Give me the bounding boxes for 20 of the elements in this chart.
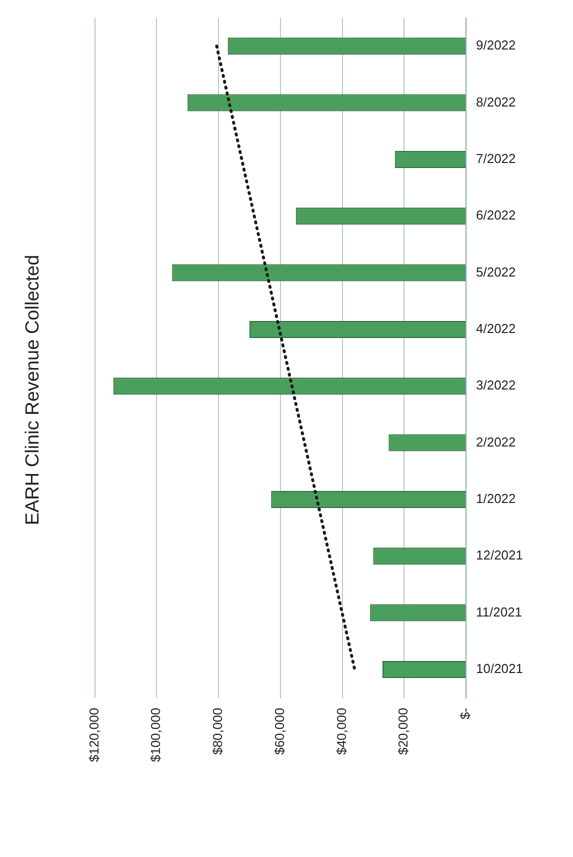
y-tick-label: 10/2021 <box>476 661 524 676</box>
x-tick-label: $120,000 <box>86 708 102 762</box>
y-tick-label: 4/2022 <box>476 321 516 336</box>
x-tick-label: $100,000 <box>148 708 164 762</box>
y-tick-label: 6/2022 <box>476 208 516 223</box>
x-tick-label: $40,000 <box>334 708 349 755</box>
x-tick-label: $20,000 <box>396 708 411 755</box>
x-tick-label: $- <box>458 708 473 720</box>
y-tick-label: 12/2021 <box>476 548 524 563</box>
y-tick-label: 3/2022 <box>476 378 516 393</box>
y-tick-label: 9/2022 <box>476 38 516 53</box>
x-tick-label: $80,000 <box>210 708 226 755</box>
y-tick-label: 11/2021 <box>476 604 522 620</box>
text: EARH Clinic Revenue Collected <box>22 254 44 526</box>
y-tick-label: 8/2022 <box>476 94 516 110</box>
y-tick-label: 5/2022 <box>476 264 516 280</box>
y-tick-label: 2/2022 <box>476 434 516 450</box>
y-tick-label: 7/2022 <box>476 151 516 166</box>
y-tick-label: 1/2022 <box>476 491 516 506</box>
x-tick-label: $60,000 <box>272 708 287 755</box>
